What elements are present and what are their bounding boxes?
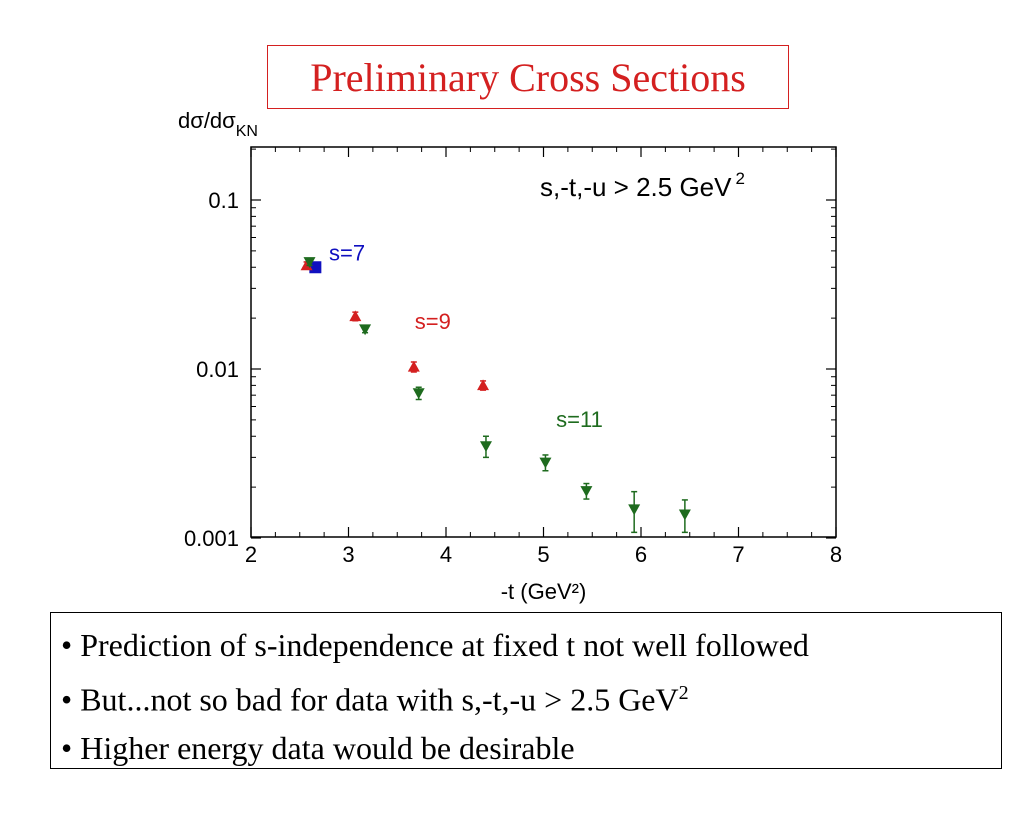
series-label: s=11 bbox=[556, 407, 603, 432]
x-tick-label: 8 bbox=[830, 542, 842, 567]
data-point-triangle-up bbox=[477, 379, 490, 391]
x-tick-label: 5 bbox=[537, 542, 549, 567]
x-tick-label: 3 bbox=[342, 542, 354, 567]
plot-frame bbox=[250, 146, 837, 538]
marks-layer bbox=[300, 257, 691, 534]
data-point-triangle-down bbox=[303, 257, 316, 268]
x-tick-label: 7 bbox=[732, 542, 744, 567]
data-point-triangle-down bbox=[412, 388, 425, 400]
cross-section-chart: 2 3 4 5 6 7 8 0.001 0.01 0.1 -t (GeV²) dσ/dσKN s,-t,… bbox=[178, 108, 842, 604]
y-tick-label: 0.01 bbox=[196, 357, 239, 382]
data-point-triangle-down bbox=[678, 509, 691, 521]
slide-title-text: Preliminary Cross Sections bbox=[310, 54, 746, 100]
y-axis-label: dσ/dσKN bbox=[178, 108, 258, 140]
data-point-square bbox=[309, 261, 322, 274]
x-tick-label: 2 bbox=[245, 542, 257, 567]
bullet-list: • Prediction of s-independence at fixed … bbox=[50, 612, 1002, 769]
bullet-item-1: • Prediction of s-independence at fixed … bbox=[61, 621, 1001, 669]
bullet-text-1: • Prediction of s-independence at fixed … bbox=[61, 627, 809, 663]
axes-layer bbox=[250, 146, 837, 539]
data-point-triangle-down bbox=[539, 457, 552, 469]
data-point-triangle-up bbox=[349, 310, 362, 322]
data-point-triangle-down bbox=[628, 504, 641, 516]
x-axis-label: -t (GeV²) bbox=[501, 579, 587, 604]
x-tick-label: 6 bbox=[635, 542, 647, 567]
bullet-text-3: • Higher energy data would be desirable bbox=[61, 729, 575, 766]
data-point-triangle-down bbox=[359, 324, 372, 336]
data-point-triangle-down bbox=[479, 441, 492, 453]
data-point-triangle-up bbox=[407, 360, 420, 372]
y-tick-label: 0.001 bbox=[184, 526, 239, 551]
bullet-item-3: • Higher energy data would be desirable bbox=[61, 724, 1001, 772]
x-tick-label: 4 bbox=[440, 542, 452, 567]
bullet-text-2: • But...not so bad for data with s,-t,-u… bbox=[61, 681, 679, 718]
data-point-triangle-down bbox=[580, 486, 593, 497]
series-label: s=7 bbox=[329, 240, 365, 265]
bullet-superscript-2: 2 bbox=[678, 682, 689, 704]
y-tick-label: 0.1 bbox=[208, 188, 239, 213]
bullet-item-2: • But...not so bad for data with s,-t,-u… bbox=[61, 669, 1001, 724]
cut-annotation: s,-t,-u > 2.5 GeV 2 bbox=[540, 169, 745, 202]
slide-title: Preliminary Cross Sections bbox=[267, 45, 789, 109]
series-label: s=9 bbox=[415, 309, 451, 334]
labels-layer: 2 3 4 5 6 7 8 0.001 0.01 0.1 -t (GeV²) dσ/dσKN s,-t,… bbox=[178, 108, 842, 604]
